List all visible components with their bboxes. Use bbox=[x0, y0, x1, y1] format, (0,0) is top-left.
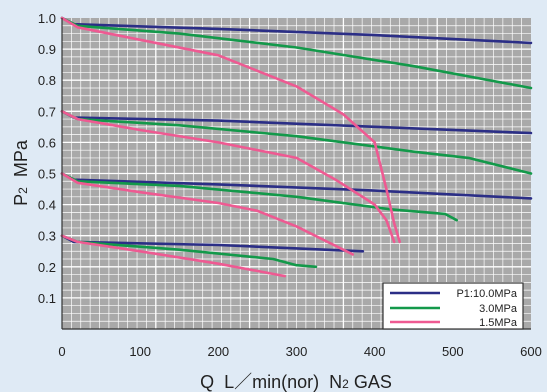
x-tick-label: 500 bbox=[442, 344, 464, 359]
y-tick-label: 0.9 bbox=[38, 42, 56, 57]
series-p15-line-11 bbox=[60, 234, 287, 278]
tick-labels: 0 100 200 300 400 500 600 0.1 0.2 0.3 0.4 0.5 0.6 0.7… bbox=[38, 11, 542, 359]
x-tick-label: 400 bbox=[364, 344, 386, 359]
y-axis-title-p: P bbox=[11, 194, 31, 206]
x-axis-title-gas-n: N bbox=[329, 372, 342, 392]
y-tick-label: 0.2 bbox=[38, 260, 56, 275]
x-axis-title-gas-sub: 2 bbox=[342, 377, 349, 391]
x-axis-title: Q L／min(nor) N2 GAS bbox=[200, 372, 392, 392]
y-tick-label: 0.7 bbox=[38, 104, 56, 119]
x-axis-title-q: Q bbox=[200, 372, 214, 392]
legend: P1:10.0MPa 3.0MPa 1.5MPa bbox=[382, 282, 524, 330]
series-p15-line-8 bbox=[60, 16, 401, 244]
y-tick-label: 0.1 bbox=[38, 291, 56, 306]
series-p15-line-10 bbox=[60, 172, 355, 256]
y-tick-label: 0.4 bbox=[38, 198, 56, 213]
y-axis-title-sub: 2 bbox=[16, 187, 30, 194]
y-axis-title: P2 MPa bbox=[11, 139, 31, 206]
x-tick-label: 600 bbox=[520, 344, 542, 359]
x-tick-label: 200 bbox=[207, 344, 229, 359]
y-tick-label: 1.0 bbox=[38, 11, 56, 26]
x-tick-label: 300 bbox=[286, 344, 308, 359]
x-tick-label: 100 bbox=[129, 344, 151, 359]
legend-label-p15: 1.5MPa bbox=[479, 317, 518, 329]
y-tick-label: 0.8 bbox=[38, 73, 56, 88]
y-tick-label: 0.3 bbox=[38, 229, 56, 244]
grid bbox=[62, 18, 531, 329]
series-layer bbox=[60, 16, 533, 278]
x-axis-title-unit: L／min(nor) bbox=[224, 372, 319, 392]
legend-label-p10: P1:10.0MPa bbox=[456, 288, 517, 300]
y-axis-title-unit: MPa bbox=[11, 139, 31, 177]
series-p15-line-9 bbox=[60, 110, 396, 244]
y-tick-label: 0.6 bbox=[38, 135, 56, 150]
y-tick-label: 0.5 bbox=[38, 167, 56, 182]
x-tick-label: 0 bbox=[58, 344, 65, 359]
legend-label-p3: 3.0MPa bbox=[479, 303, 518, 315]
x-axis-title-gas-rest: GAS bbox=[349, 372, 392, 392]
